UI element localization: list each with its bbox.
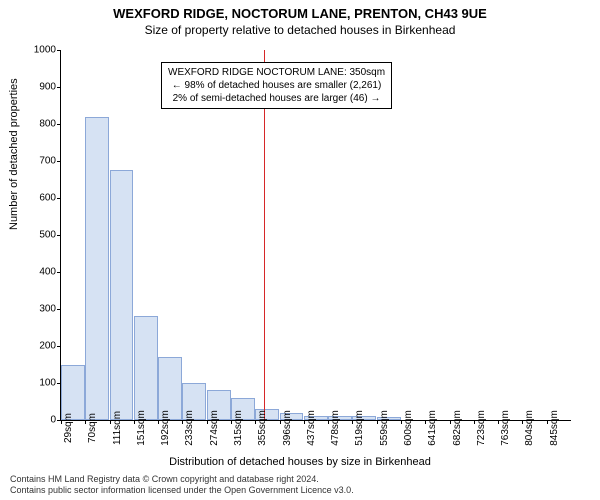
y-tick-label: 500: [26, 230, 56, 241]
x-tick-label: 763sqm: [500, 410, 511, 446]
y-axis-label: Number of detached properties: [8, 78, 20, 230]
y-tick-label: 800: [26, 119, 56, 130]
annotation-line-3: 2% of semi-detached houses are larger (4…: [168, 92, 385, 105]
x-tick-mark: [328, 420, 329, 424]
y-tick-label: 900: [26, 82, 56, 93]
y-tick-mark: [57, 272, 61, 273]
x-tick-label: 29sqm: [63, 413, 74, 443]
y-tick-label: 700: [26, 156, 56, 167]
x-tick-mark: [304, 420, 305, 424]
x-tick-label: 437sqm: [306, 410, 317, 446]
x-tick-label: 559sqm: [379, 410, 390, 446]
x-tick-label: 151sqm: [136, 410, 147, 446]
x-tick-mark: [231, 420, 232, 424]
plot-area: WEXFORD RIDGE NOCTORUM LANE: 350sqm← 98%…: [60, 50, 571, 421]
x-tick-label: 600sqm: [403, 410, 414, 446]
chart-title: WEXFORD RIDGE, NOCTORUM LANE, PRENTON, C…: [0, 0, 600, 21]
y-tick-mark: [57, 309, 61, 310]
x-axis-label: Distribution of detached houses by size …: [0, 456, 600, 468]
x-tick-mark: [61, 420, 62, 424]
y-tick-mark: [57, 235, 61, 236]
x-tick-label: 641sqm: [427, 410, 438, 446]
x-tick-mark: [280, 420, 281, 424]
x-tick-mark: [474, 420, 475, 424]
y-tick-mark: [57, 50, 61, 51]
x-tick-label: 315sqm: [233, 410, 244, 446]
y-tick-mark: [57, 198, 61, 199]
y-tick-label: 100: [26, 378, 56, 389]
annotation-box: WEXFORD RIDGE NOCTORUM LANE: 350sqm← 98%…: [161, 62, 392, 109]
annotation-line-1: WEXFORD RIDGE NOCTORUM LANE: 350sqm: [168, 66, 385, 79]
chart-footer: Contains HM Land Registry data © Crown c…: [10, 474, 354, 496]
x-tick-label: 845sqm: [549, 410, 560, 446]
x-tick-label: 70sqm: [87, 413, 98, 443]
x-tick-label: 519sqm: [354, 410, 365, 446]
y-tick-mark: [57, 87, 61, 88]
x-tick-label: 723sqm: [476, 410, 487, 446]
x-tick-label: 478sqm: [330, 410, 341, 446]
footer-line-1: Contains HM Land Registry data © Crown c…: [10, 474, 354, 485]
histogram-bar: [61, 365, 85, 420]
y-tick-label: 400: [26, 267, 56, 278]
x-tick-label: 396sqm: [282, 410, 293, 446]
chart-subtitle: Size of property relative to detached ho…: [0, 21, 600, 37]
x-tick-mark: [134, 420, 135, 424]
x-tick-label: 192sqm: [160, 410, 171, 446]
y-tick-mark: [57, 161, 61, 162]
histogram-bar: [110, 170, 134, 420]
x-tick-label: 355sqm: [257, 410, 268, 446]
histogram-bar: [85, 117, 109, 420]
y-tick-label: 300: [26, 304, 56, 315]
y-tick-label: 200: [26, 341, 56, 352]
x-tick-mark: [377, 420, 378, 424]
y-tick-label: 0: [26, 415, 56, 426]
y-tick-mark: [57, 124, 61, 125]
x-tick-mark: [450, 420, 451, 424]
x-tick-label: 274sqm: [209, 410, 220, 446]
y-tick-mark: [57, 346, 61, 347]
x-tick-mark: [547, 420, 548, 424]
x-tick-label: 233sqm: [184, 410, 195, 446]
footer-line-2: Contains public sector information licen…: [10, 485, 354, 496]
x-tick-label: 682sqm: [452, 410, 463, 446]
annotation-line-2: ← 98% of detached houses are smaller (2,…: [168, 79, 385, 92]
x-tick-mark: [158, 420, 159, 424]
y-tick-label: 600: [26, 193, 56, 204]
histogram-bar: [134, 316, 158, 420]
x-tick-mark: [207, 420, 208, 424]
x-tick-label: 111sqm: [112, 411, 123, 445]
x-tick-mark: [401, 420, 402, 424]
x-tick-mark: [498, 420, 499, 424]
y-tick-label: 1000: [26, 45, 56, 56]
x-tick-mark: [110, 420, 111, 424]
x-tick-label: 804sqm: [524, 410, 535, 446]
